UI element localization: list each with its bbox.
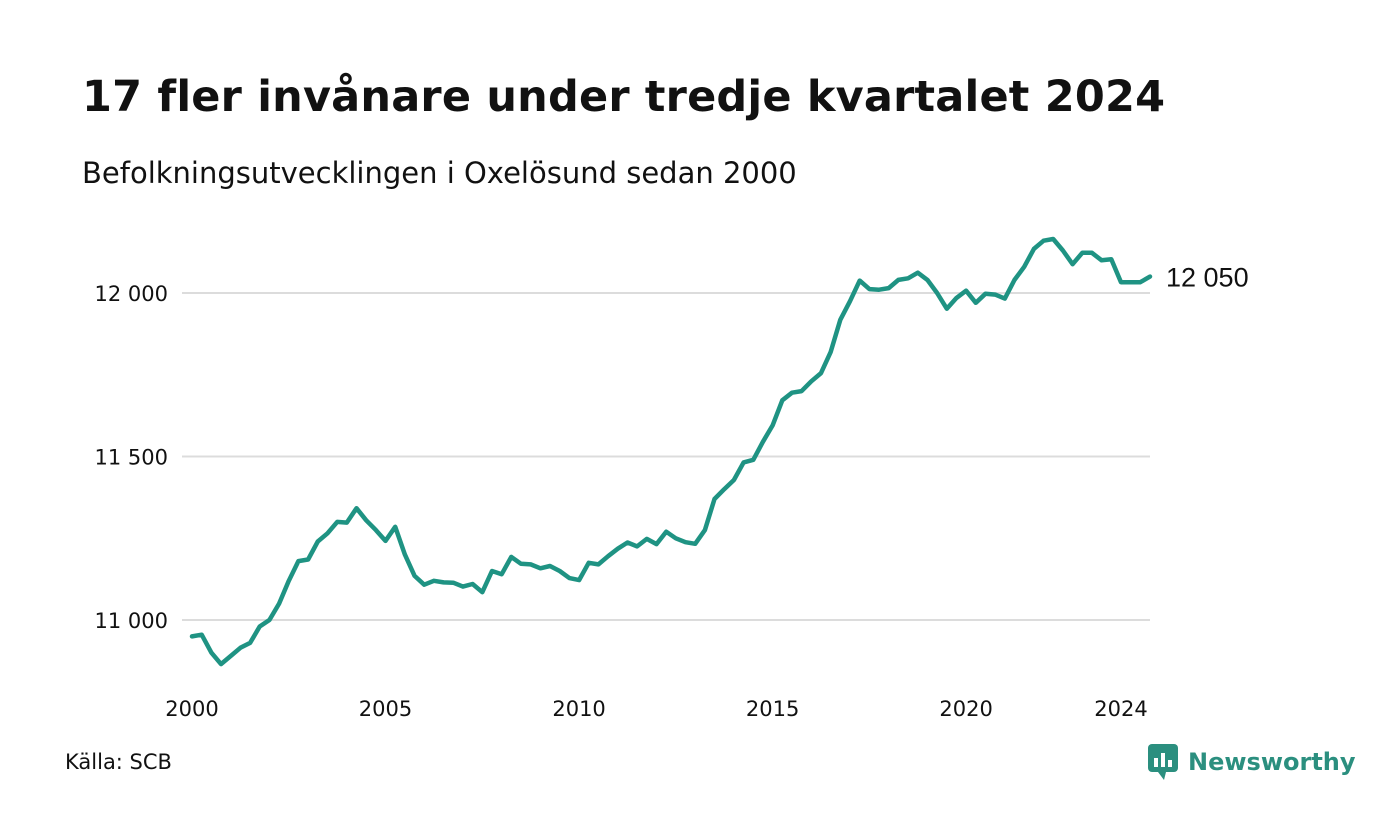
y-tick-label: 12 000 <box>95 282 168 306</box>
newsworthy-logo-icon <box>1148 744 1178 780</box>
x-tick-label: 2005 <box>359 697 412 721</box>
x-tick-label: 2010 <box>552 697 605 721</box>
x-tick-label: 2020 <box>939 697 992 721</box>
brand-logo: Newsworthy <box>1148 744 1356 780</box>
x-tick-label: 2015 <box>746 697 799 721</box>
brand-name: Newsworthy <box>1188 748 1356 776</box>
source-note: Källa: SCB <box>65 750 172 774</box>
x-axis-ticks: 2000 2005 2010 2015 2020 2024 <box>165 697 1147 721</box>
population-series-line <box>189 236 1153 667</box>
chart-title: 17 fler invånare under tredje kvartalet … <box>82 72 1166 122</box>
grid-lines <box>182 292 1150 621</box>
x-tick-label: 2000 <box>165 697 218 721</box>
end-value-label: 12 050 <box>1166 263 1249 293</box>
y-axis-ticks: 11 000 11 500 12 000 <box>95 282 168 633</box>
y-tick-label: 11 000 <box>95 609 168 633</box>
chart-subtitle: Befolkningsutvecklingen i Oxelösund seda… <box>82 156 797 190</box>
y-tick-label: 11 500 <box>95 446 168 470</box>
x-tick-label: 2024 <box>1094 697 1147 721</box>
